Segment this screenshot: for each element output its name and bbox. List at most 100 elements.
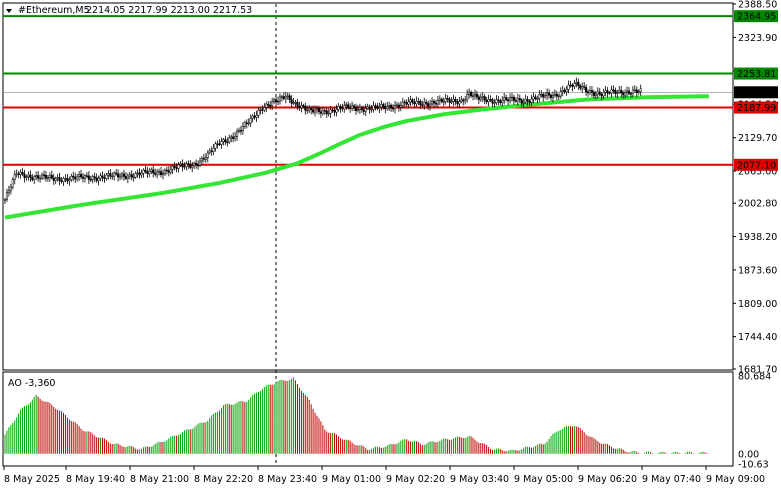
horizontal-levels — [3, 15, 733, 166]
candle-body — [78, 174, 81, 177]
candle-body — [370, 109, 373, 111]
candle-body — [29, 174, 32, 178]
candle-body — [193, 162, 196, 167]
candle-body — [417, 100, 420, 103]
candle-body — [466, 93, 469, 100]
candle-body — [161, 173, 164, 175]
candle-body — [126, 175, 129, 179]
candle-body — [528, 100, 531, 103]
candle-body — [553, 93, 556, 96]
candle-body — [483, 96, 486, 101]
candle-body — [337, 106, 340, 110]
candle-body — [372, 105, 375, 110]
candle-body — [624, 92, 627, 96]
candle-body — [120, 173, 124, 177]
candle-body — [48, 175, 51, 178]
candle-body — [542, 94, 545, 98]
candle-body — [614, 90, 617, 94]
level-tag-bg — [734, 10, 778, 23]
candle-body — [197, 164, 200, 167]
candle-body — [198, 160, 202, 166]
candle-body — [228, 137, 231, 143]
candle-body — [44, 175, 48, 179]
ao-axis: 80.684 0.00-10.63 — [738, 372, 771, 471]
candle-body — [499, 100, 502, 104]
x-tick-label: 9 May 09:00 — [706, 474, 765, 485]
candle-body — [317, 108, 320, 112]
candle-body — [343, 105, 346, 110]
candle-body — [243, 122, 246, 127]
candle-body — [42, 174, 46, 176]
candle-body — [68, 179, 71, 182]
candle-body — [218, 143, 221, 145]
candle-body — [200, 157, 203, 162]
candle-body — [557, 95, 560, 98]
candle-body — [514, 100, 517, 102]
candle-body — [481, 96, 484, 98]
candle-body — [575, 81, 578, 84]
x-tick-label: 9 May 03:40 — [450, 474, 509, 485]
candle-body — [247, 122, 250, 125]
candle-body — [635, 89, 638, 93]
candle-body — [156, 171, 159, 175]
candle-body — [261, 109, 264, 111]
candle-body — [610, 89, 613, 94]
candle-body — [497, 99, 500, 101]
time-axis: 8 May 2025 8 May 19:40 8 May 21:00 8 May 22… — [3, 466, 765, 485]
candle-body — [56, 177, 59, 179]
candle-body — [91, 176, 94, 180]
candle-body — [150, 169, 153, 172]
candle-body — [80, 174, 83, 178]
candle-body — [594, 93, 597, 96]
candle-body — [173, 165, 176, 169]
candle-body — [298, 106, 301, 109]
candle-body — [395, 104, 398, 107]
candle-body — [434, 102, 437, 105]
candle-body — [432, 101, 436, 104]
candle-body — [41, 174, 44, 179]
candle-body — [538, 94, 541, 99]
candle-body — [444, 98, 447, 102]
candle-body — [146, 171, 149, 174]
candle-body — [333, 110, 336, 113]
candle-body — [111, 175, 114, 178]
candle-body — [561, 89, 564, 92]
candle-body — [70, 175, 73, 180]
candle-body — [93, 176, 96, 179]
dropdown-triangle-icon[interactable] — [6, 9, 12, 13]
candle-body — [15, 173, 18, 176]
candle-body — [423, 101, 426, 106]
candle-body — [27, 174, 30, 178]
candle-body — [175, 167, 178, 169]
candle-body — [620, 90, 623, 93]
candle-body — [136, 172, 139, 174]
candle-body — [286, 95, 289, 97]
candle-body — [374, 105, 377, 107]
candle-body — [25, 176, 28, 178]
candle-body — [366, 106, 369, 109]
ohlc-readout: 2214.05 2217.99 2213.00 2217.53 — [86, 5, 252, 16]
candle-body — [384, 106, 387, 110]
candle-body — [331, 109, 334, 111]
candle-body — [388, 105, 391, 107]
y-tick-label: 1873.60 — [738, 265, 777, 276]
candle-body — [487, 99, 490, 103]
candle-body — [113, 172, 116, 177]
candle-body — [473, 93, 476, 97]
candle-body — [95, 177, 98, 181]
y-tick-label: 1938.20 — [738, 232, 777, 243]
candle-body — [329, 109, 332, 114]
candle-body — [454, 99, 457, 102]
candle-body — [306, 109, 309, 112]
candle-body — [345, 104, 348, 106]
candle-body — [468, 91, 471, 95]
candle-body — [171, 165, 174, 170]
candle-body — [612, 89, 615, 91]
candle-body — [265, 103, 268, 108]
x-tick-label: 9 May 06:20 — [578, 474, 637, 485]
candle-body — [518, 98, 521, 101]
candle-body — [23, 173, 26, 178]
candle-body — [148, 171, 151, 174]
candle-body — [347, 104, 350, 109]
